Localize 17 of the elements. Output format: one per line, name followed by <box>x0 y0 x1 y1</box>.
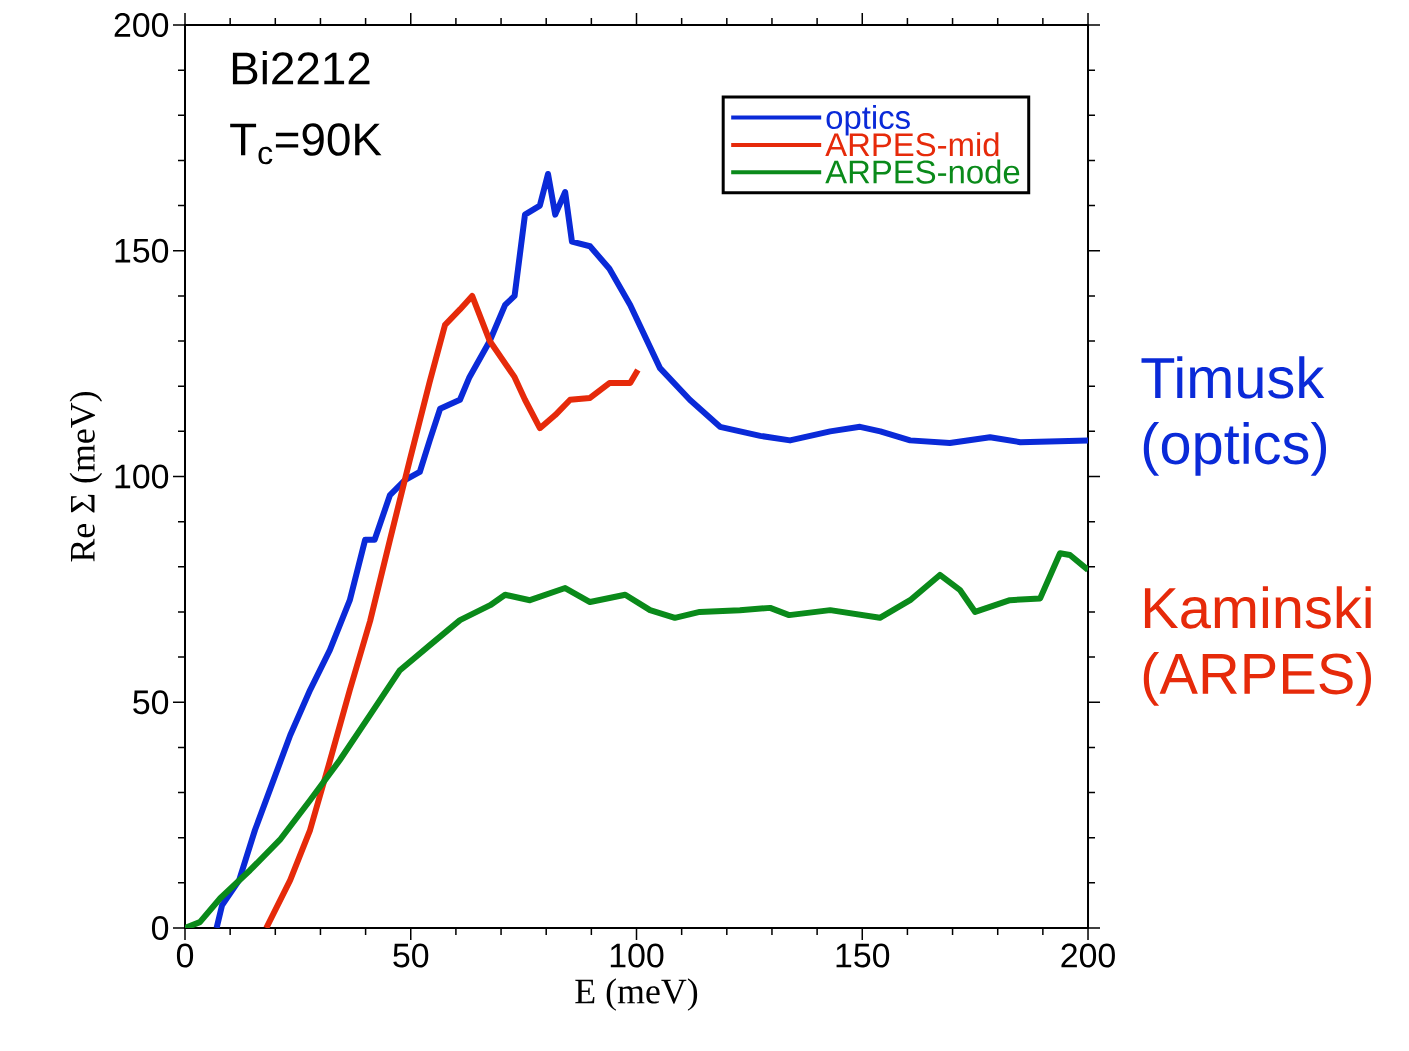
y-tick-label: 0 <box>151 916 169 940</box>
legend-label: ARPES-node <box>825 159 1020 184</box>
x-tick-label: 150 <box>836 943 890 968</box>
y-axis-title: Re Σ (meV) <box>69 391 103 562</box>
annotation: T$_{c}$=90K <box>230 123 382 165</box>
x-tick-label: 0 <box>176 943 194 968</box>
x-axis-title: E (meV) <box>575 978 698 1011</box>
y-tick-label: 150 <box>115 238 169 263</box>
text: Timusk (optics) <box>1141 356 1327 476</box>
y-tick-label: 50 <box>133 690 169 715</box>
x-tick-label: 200 <box>1061 943 1115 968</box>
annotation: Bi2212 <box>232 51 370 85</box>
text: Kaminski (ARPES) <box>1143 586 1371 706</box>
x-tick-label: 100 <box>610 943 664 968</box>
x-tick-label: 50 <box>393 943 429 968</box>
y-tick-label: 100 <box>115 464 169 489</box>
y-tick-label: 200 <box>114 12 169 37</box>
